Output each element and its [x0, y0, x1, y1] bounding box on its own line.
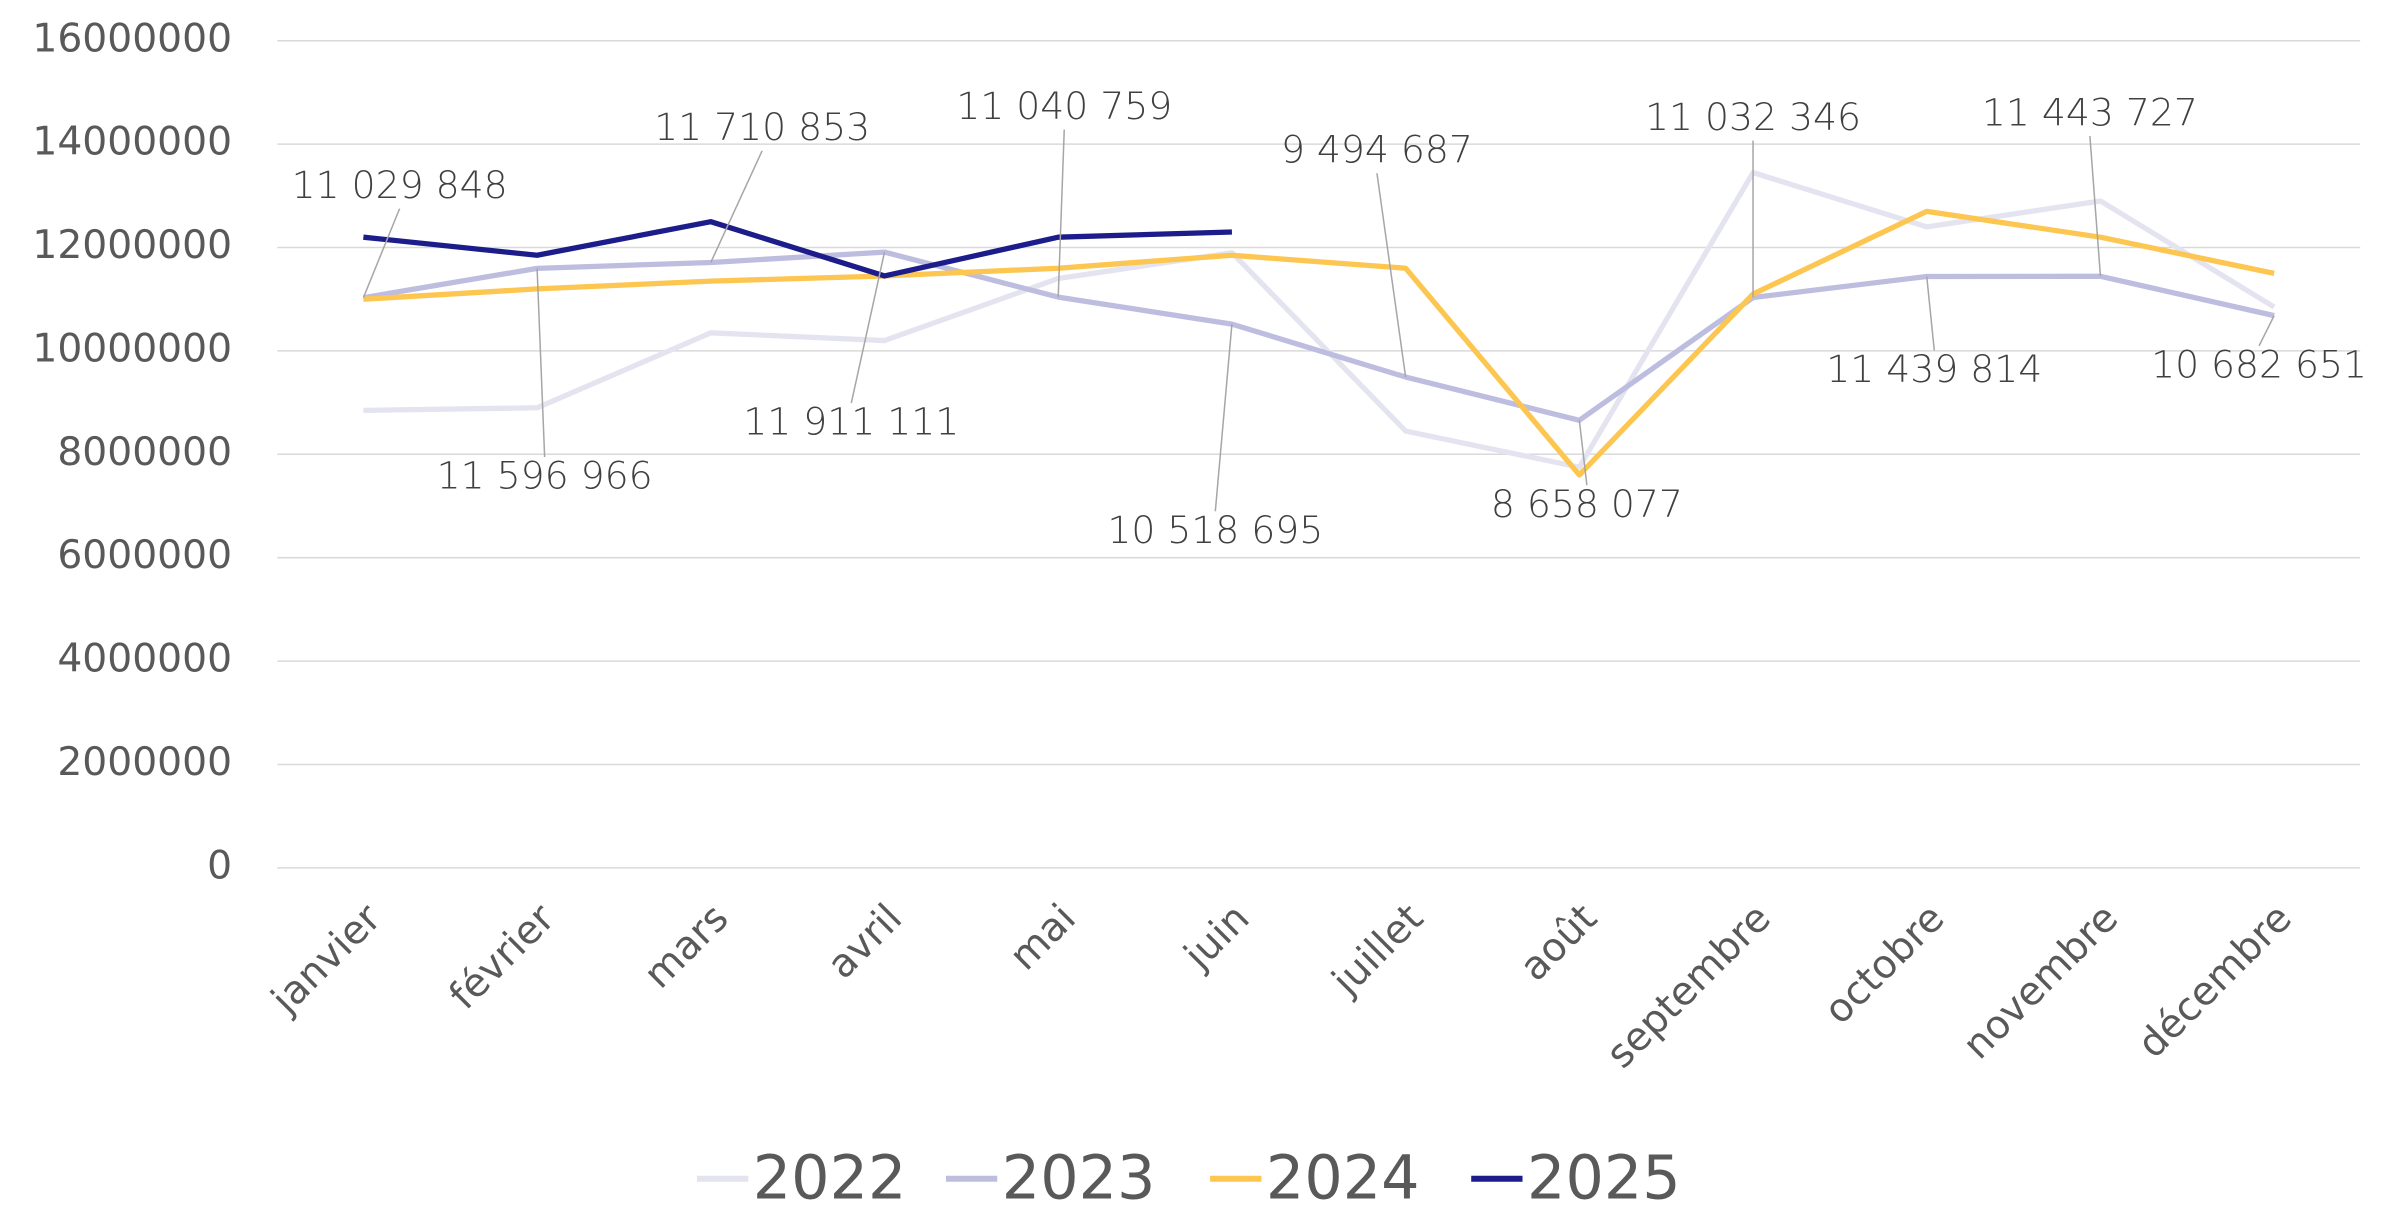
data-label: 11 911 111 [743, 400, 959, 444]
leader-line [1376, 173, 1407, 378]
y-tick-label: 10000000 [32, 326, 232, 371]
y-tick-label: 0 [207, 843, 232, 888]
leader-line [1214, 324, 1233, 512]
y-tick-label: 14000000 [32, 120, 232, 165]
leader-line [2089, 135, 2102, 277]
legend-label: 2023 [1002, 1143, 1156, 1213]
y-tick-label: 4000000 [57, 637, 232, 682]
data-label: 9 494 687 [1281, 128, 1473, 172]
data-label: 10 682 651 [2151, 342, 2367, 386]
x-tick-label: octobre [1816, 896, 1953, 1033]
data-label: 11 040 759 [956, 84, 1172, 128]
x-tick-label: mai [1001, 896, 1085, 980]
leader-line [362, 208, 401, 298]
leader-line [850, 251, 886, 404]
data-label: 11 710 853 [654, 105, 870, 149]
x-tick-label: juillet [1323, 896, 1432, 1005]
legend-label: 2024 [1266, 1143, 1420, 1213]
data-label: 8 658 077 [1491, 482, 1683, 526]
leader-line [536, 268, 546, 458]
series-line [363, 169, 2276, 470]
leader-line [710, 150, 763, 263]
y-tick-label: 8000000 [57, 430, 232, 475]
leader-line [1578, 420, 1588, 486]
x-tick-label: mars [636, 896, 738, 998]
x-tick-label: février [441, 895, 564, 1018]
leader-line [1057, 129, 1066, 298]
series-line [363, 219, 1232, 279]
data-label: 10 518 695 [1107, 508, 1323, 552]
x-tick-label: décembre [2129, 896, 2300, 1067]
y-tick-label: 6000000 [57, 533, 232, 578]
data-label: 11 596 966 [437, 454, 653, 498]
data-label: 11 029 848 [292, 163, 508, 207]
leader-line [1925, 276, 1936, 351]
x-tick-label: novembre [1955, 896, 2127, 1068]
data-label: 11 443 727 [1982, 90, 2198, 134]
leader-line [2258, 315, 2275, 347]
legend-label: 2022 [753, 1143, 907, 1213]
x-tick-label: juin [1175, 896, 1258, 979]
x-tick-label: avril [819, 896, 911, 988]
series-line [362, 249, 2275, 423]
data-label: 11 032 346 [1645, 95, 1861, 139]
y-tick-label: 16000000 [32, 16, 232, 61]
y-tick-label: 12000000 [32, 223, 232, 268]
x-tick-label: août [1512, 896, 1606, 990]
y-tick-label: 2000000 [57, 740, 232, 785]
x-tick-label: septembre [1598, 896, 1779, 1077]
legend-label: 2025 [1527, 1143, 1681, 1213]
series-line [363, 208, 2275, 478]
x-tick-label: janvier [263, 895, 391, 1023]
data-label: 11 439 814 [1826, 347, 2042, 391]
